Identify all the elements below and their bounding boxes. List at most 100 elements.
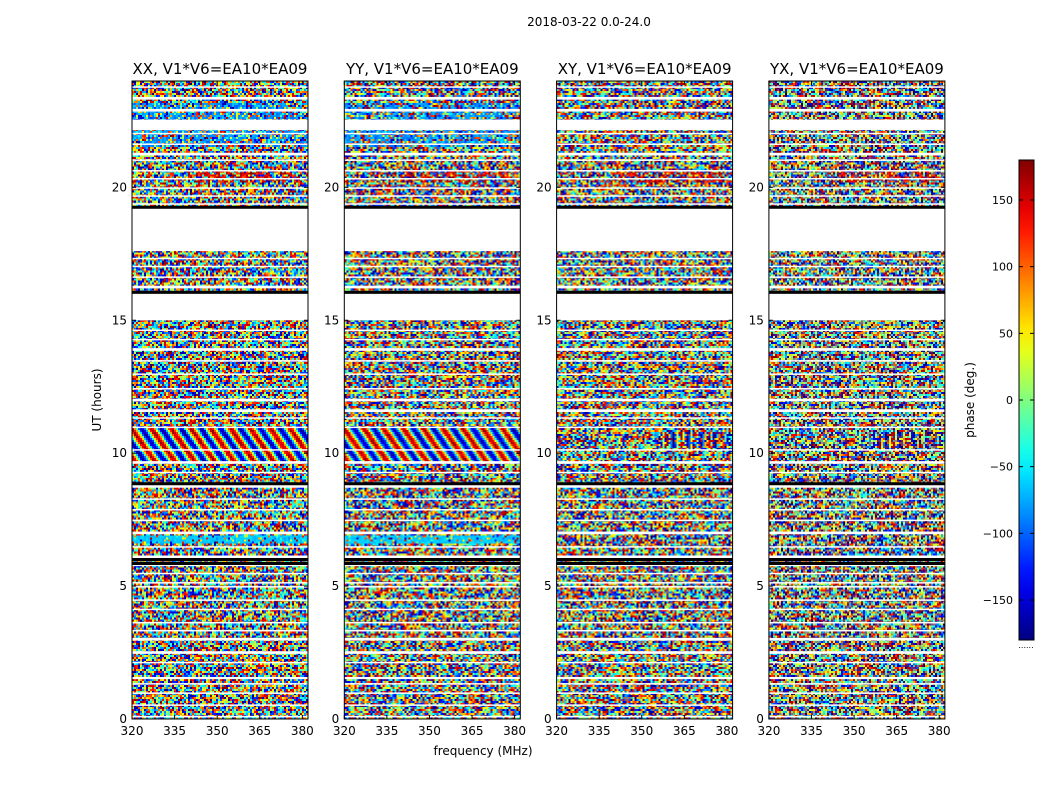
flagged-band (344, 409, 521, 412)
scan-separator (344, 482, 521, 486)
colorbar-tick-label: 100 (992, 261, 1013, 274)
flagged-band (556, 599, 733, 601)
flagged-band (344, 621, 521, 624)
colorbar-footnote: ...... (1018, 641, 1033, 650)
flagged-band (556, 498, 733, 500)
x-tick-label: 335 (375, 724, 398, 738)
flagged-band (768, 265, 945, 268)
flagged-band (768, 159, 945, 161)
flagged-band (768, 257, 945, 260)
flagged-band (132, 170, 308, 172)
flagged-band (556, 637, 733, 641)
flagged-band (556, 483, 733, 488)
colorbar-tick-label: 0 (1006, 394, 1013, 407)
flagged-band (556, 398, 733, 402)
flagged-band (556, 348, 733, 351)
flagged-band (556, 608, 733, 611)
flagged-band (344, 683, 521, 685)
y-tick-label: 20 (536, 180, 551, 194)
flagged-band (768, 599, 945, 601)
panel-frame (556, 80, 734, 720)
flagged-band (768, 409, 945, 412)
flagged-band (768, 572, 945, 575)
flagged-band (344, 276, 521, 278)
flagged-band (344, 608, 521, 611)
flagged-band (344, 360, 521, 362)
flagged-band (768, 704, 945, 706)
flagged-band (132, 203, 308, 205)
flagged-band (556, 715, 733, 718)
flagged-band (344, 203, 521, 205)
flagged-band (768, 498, 945, 500)
flagged-band (344, 398, 521, 402)
flagged-band (132, 498, 308, 500)
x-tick-label: 365 (673, 724, 696, 738)
flagged-band (768, 203, 945, 205)
scan-separator (344, 205, 521, 209)
flagged-band (344, 285, 521, 289)
flagged-band (132, 257, 308, 260)
y-tick-label: 20 (749, 180, 764, 194)
flagged-band (344, 519, 521, 522)
flagged-band (132, 531, 308, 535)
flagged-band (556, 178, 733, 180)
flagged-band (556, 546, 733, 548)
flagged-band (344, 651, 521, 654)
x-axis-label: frequency (MHz) (433, 744, 532, 758)
flagged-band (556, 203, 733, 205)
flagged-band (768, 508, 945, 511)
y-tick-label: 15 (749, 313, 764, 327)
flagged-band (344, 715, 521, 718)
flagged-band (344, 483, 521, 488)
scan-separator (132, 205, 308, 209)
flagged-band (768, 132, 945, 135)
y-tick-label: 5 (544, 579, 552, 593)
flagged-band (132, 285, 308, 289)
flagged-band (132, 265, 308, 268)
flagged-band (344, 417, 521, 419)
x-tick-label: 350 (630, 724, 653, 738)
flagged-band (344, 178, 521, 180)
flagged-band (344, 531, 521, 535)
y-tick-label: 0 (332, 712, 340, 726)
flagged-band (132, 388, 308, 390)
flagged-band (132, 338, 308, 341)
x-tick-label: 335 (163, 724, 186, 738)
flagged-band (556, 449, 733, 451)
scan-separator (768, 558, 945, 561)
flagged-band (344, 461, 521, 464)
x-tick-label: 320 (333, 724, 356, 738)
flagged-band (132, 373, 308, 375)
flagged-band (556, 388, 733, 390)
x-tick-label: 350 (418, 724, 441, 738)
flagged-band (768, 276, 945, 278)
flagged-band (556, 661, 733, 664)
flagged-band (556, 159, 733, 161)
flagged-band (132, 276, 308, 278)
flagged-band (132, 683, 308, 685)
flagged-band (556, 373, 733, 375)
flagged-band (556, 508, 733, 511)
flagged-band (768, 292, 945, 321)
panel-4: YX, V1*V6=EA10*EA09 320 335 350 365 380 0 5 10 15… (749, 60, 951, 738)
flagged-band (768, 207, 945, 252)
flagged-band (344, 338, 521, 341)
scan-separator (768, 290, 945, 294)
flagged-band (132, 426, 308, 429)
flagged-band (556, 683, 733, 685)
flagged-band (132, 417, 308, 419)
panel-frame (131, 80, 309, 720)
flagged-band (556, 519, 733, 522)
flagged-band (132, 152, 308, 156)
flagged-band (132, 637, 308, 641)
x-tick-label: 320 (545, 724, 568, 738)
panel-3: XY, V1*V6=EA10*EA09 320 335 350 365 380 0 5 10 15… (536, 60, 738, 738)
scan-separator (556, 561, 733, 565)
flagged-band (556, 582, 733, 584)
flagged-band (344, 426, 521, 429)
y-tick-label: 15 (112, 313, 127, 327)
flagged-band (344, 676, 521, 680)
flagged-band (132, 360, 308, 362)
flagged-band (556, 531, 733, 535)
y-tick-label: 5 (332, 579, 340, 593)
